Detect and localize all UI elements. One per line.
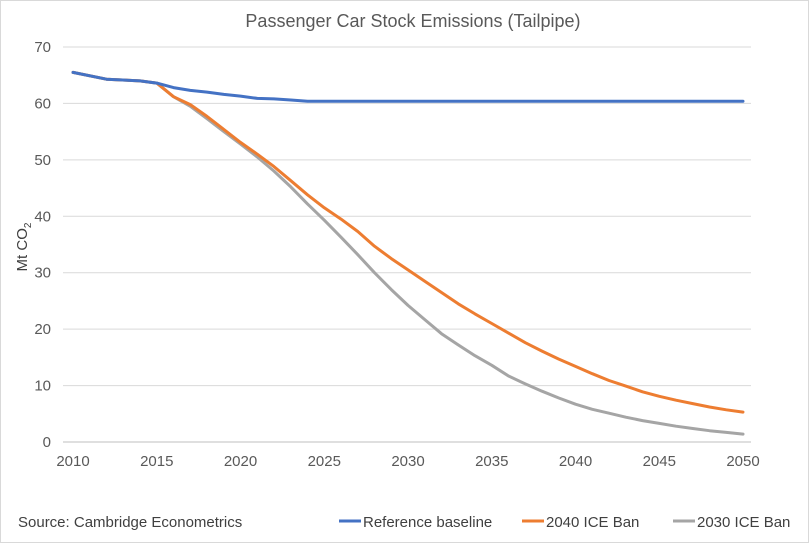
y-tick-label: 50 xyxy=(34,152,51,169)
series-line-reference-baseline xyxy=(71,70,745,103)
x-tick-label: 2015 xyxy=(140,453,173,470)
x-tick-label: 2040 xyxy=(559,453,592,470)
y-tick-label: 20 xyxy=(34,321,51,338)
series-lines xyxy=(71,70,745,436)
gridlines xyxy=(63,46,751,387)
legend-label-reference-baseline: Reference baseline xyxy=(363,514,492,531)
y-tick-label: 30 xyxy=(34,265,51,282)
x-tick-label: 2020 xyxy=(224,453,257,470)
y-axis-label-main: Mt CO xyxy=(14,228,31,271)
series-line-2040-ice-ban xyxy=(71,70,745,414)
y-axis-label: Mt CO2 xyxy=(14,222,34,271)
x-tick-label: 2010 xyxy=(56,453,89,470)
legend-label-2030-ice-ban: 2030 ICE Ban xyxy=(697,514,790,531)
x-tick-label: 2025 xyxy=(308,453,341,470)
chart-title: Passenger Car Stock Emissions (Tailpipe) xyxy=(245,11,580,31)
y-tick-label: 40 xyxy=(34,208,51,225)
x-tick-label: 2050 xyxy=(726,453,759,470)
y-tick-label: 0 xyxy=(43,434,51,451)
x-tick-label: 2045 xyxy=(643,453,676,470)
x-axis-ticks: 2010 2015 2020 2025 2030 2035 2040 2045 2050 xyxy=(56,453,759,470)
legend-label-2040-ice-ban: 2040 ICE Ban xyxy=(546,514,639,531)
y-axis-ticks: 0 10 20 30 40 50 60 70 xyxy=(34,39,51,451)
source-note: Source: Cambridge Econometrics xyxy=(18,514,242,531)
y-tick-label: 10 xyxy=(34,378,51,395)
y-tick-label: 60 xyxy=(34,95,51,112)
series-line-2030-ice-ban xyxy=(71,70,745,436)
y-tick-label: 70 xyxy=(34,39,51,56)
x-tick-label: 2035 xyxy=(475,453,508,470)
legend: Reference baseline 2040 ICE Ban 2030 ICE B… xyxy=(339,514,790,531)
y-axis-label-subscript: 2 xyxy=(23,222,34,228)
x-tick-label: 2030 xyxy=(391,453,424,470)
